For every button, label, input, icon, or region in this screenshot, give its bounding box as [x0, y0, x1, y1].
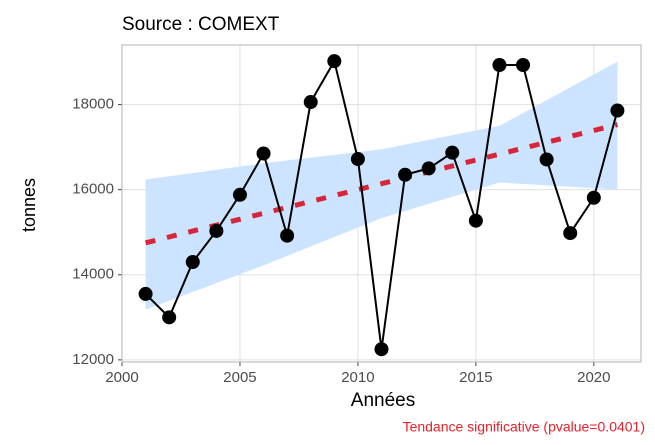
annotation: Tendance significative (pvalue=0.0401) — [403, 419, 645, 435]
data-point — [327, 54, 342, 69]
data-point — [232, 187, 247, 202]
x-tick-label: 2015 — [459, 369, 492, 386]
data-point — [563, 226, 578, 241]
y-axis-label: tonnes — [19, 178, 39, 232]
trend-line — [144, 122, 619, 246]
data-point — [138, 286, 153, 301]
data-point — [209, 223, 224, 238]
x-tick-label: 2000 — [105, 369, 138, 386]
data-point — [445, 145, 460, 160]
data-point — [162, 310, 177, 325]
data-point — [586, 190, 601, 205]
x-axis-label: Années — [351, 390, 415, 411]
data-point — [421, 161, 436, 176]
data-point — [350, 152, 365, 167]
y-tick-label: 14000 — [72, 266, 114, 283]
data-point — [539, 152, 554, 167]
data-point — [185, 255, 200, 270]
data-point — [303, 95, 318, 110]
data-point — [256, 146, 271, 161]
data-point — [492, 57, 507, 72]
y-tick-label: 16000 — [72, 181, 114, 198]
y-tick-label: 12000 — [72, 351, 114, 368]
y-tick-label: 18000 — [72, 96, 114, 113]
data-point — [280, 228, 295, 243]
data-point — [516, 57, 531, 72]
x-tick-label: 2020 — [577, 369, 610, 386]
chart-title: Source : COMEXT — [122, 14, 280, 35]
x-tick-label: 2010 — [341, 369, 374, 386]
data-point — [468, 213, 483, 228]
data-point — [610, 103, 625, 118]
data-point — [398, 167, 413, 182]
data-point — [374, 342, 389, 357]
plot-border — [121, 44, 642, 363]
x-tick-label: 2005 — [223, 369, 256, 386]
